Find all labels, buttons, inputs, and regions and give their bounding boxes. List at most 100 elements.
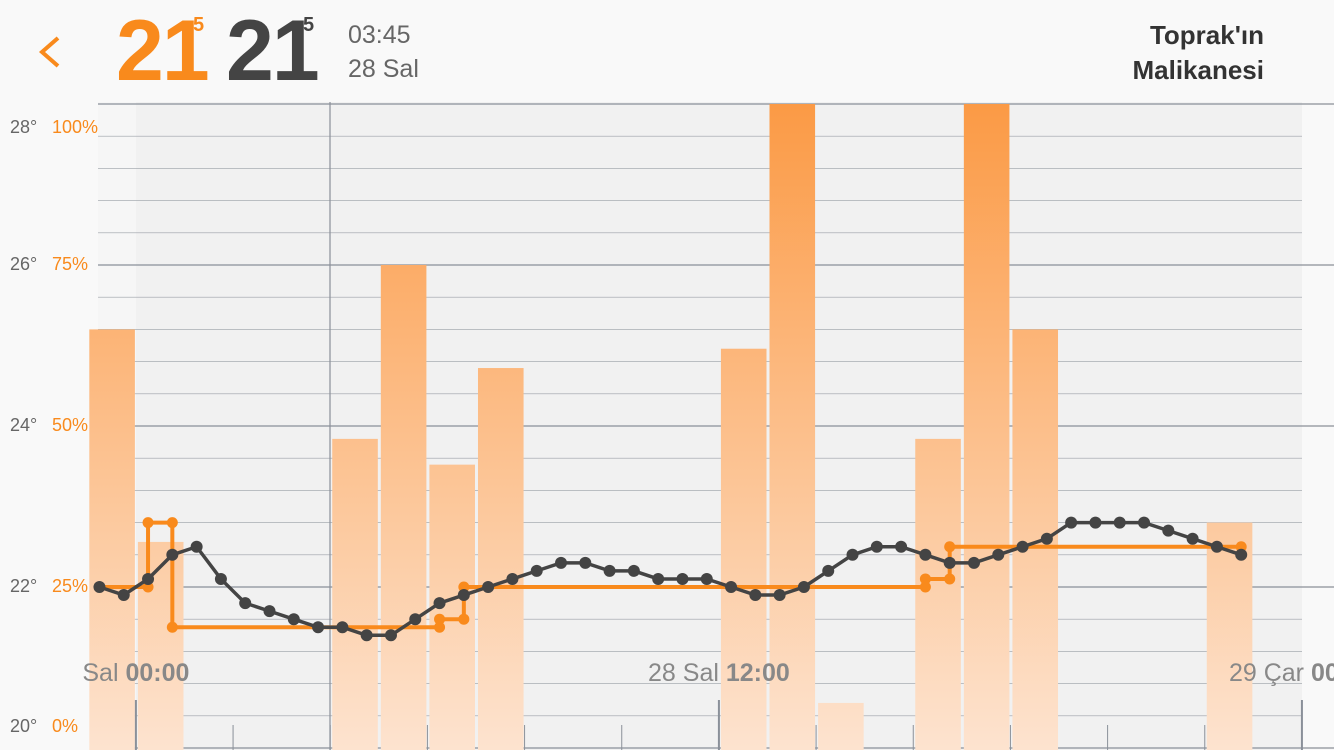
- temperature-point: [457, 589, 470, 602]
- setpoint-point: [944, 541, 956, 553]
- y2-tick-label: 25%: [52, 576, 88, 596]
- x-tick-label: Sal 00:00: [82, 659, 189, 687]
- setpoint-point: [919, 581, 931, 593]
- temperature-point: [797, 581, 810, 593]
- temperature-point: [482, 581, 495, 593]
- temperature-point: [117, 589, 130, 602]
- temperature-point: [1186, 532, 1199, 545]
- y-tick-label: 20°: [10, 716, 37, 736]
- x-tick-label: 29 Çar 00:00: [1229, 659, 1334, 687]
- temperature-point: [1040, 532, 1053, 545]
- x-tick-date: 28 Sal: [648, 659, 726, 687]
- temperature-point: [652, 572, 665, 585]
- temperature-point: [142, 572, 155, 585]
- current-temp-fraction: 5: [193, 14, 205, 36]
- temperature-point: [1162, 524, 1175, 537]
- setpoint-point: [458, 613, 470, 625]
- temperature-point: [579, 556, 592, 569]
- humidity-bar: [137, 541, 184, 750]
- y2-tick-label: 75%: [52, 254, 88, 274]
- temperature-point: [433, 597, 446, 610]
- temperature-point: [360, 629, 373, 642]
- y-tick-label: 28°: [10, 117, 37, 137]
- temperature-point: [214, 572, 227, 585]
- temperature-point: [336, 621, 349, 634]
- temperature-point: [1065, 516, 1078, 529]
- target-temp: 21: [226, 3, 320, 99]
- setpoint-point: [434, 621, 446, 633]
- temperature-point: [676, 572, 689, 585]
- temperature-point: [627, 564, 640, 577]
- temperature-point: [312, 621, 325, 634]
- date: 28 Sal: [348, 55, 419, 83]
- setpoint-point: [142, 517, 154, 529]
- temperature-point: [967, 556, 980, 569]
- temperature-point: [992, 548, 1005, 561]
- temperature-point: [725, 581, 738, 593]
- humidity-bar: [380, 265, 427, 750]
- temperature-point: [166, 548, 179, 561]
- setpoint-point: [434, 613, 446, 625]
- y-tick-label: 22°: [10, 576, 37, 596]
- current-temp: 21: [116, 3, 210, 99]
- humidity-bar: [332, 438, 378, 750]
- temperature-point: [1113, 516, 1126, 529]
- temperature-point: [384, 629, 397, 642]
- y-tick-label: 24°: [10, 415, 37, 435]
- temperature-point: [409, 613, 422, 626]
- temperature-point: [943, 556, 956, 569]
- humidity-bar: [769, 104, 816, 750]
- temperature-point: [919, 548, 932, 561]
- temperature-point: [1210, 540, 1223, 553]
- temperature-point: [1089, 516, 1102, 529]
- x-tick-time: 12:00: [726, 659, 790, 687]
- temperature-point: [846, 548, 859, 561]
- setpoint-point: [166, 621, 178, 633]
- setpoint-point: [919, 573, 931, 585]
- humidity-bar: [915, 438, 961, 750]
- setpoint-point: [944, 573, 956, 585]
- temperature-point: [895, 540, 908, 553]
- setpoint-point: [166, 517, 178, 529]
- x-tick-date: Sal: [82, 659, 125, 687]
- temperature-point: [1138, 516, 1151, 529]
- temperature-point: [530, 564, 543, 577]
- temperature-point: [1235, 548, 1248, 561]
- temperature-point: [263, 605, 276, 618]
- temperature-point: [749, 589, 762, 602]
- humidity-bar: [477, 368, 524, 750]
- temperature-point: [773, 589, 786, 602]
- humidity-bar: [963, 104, 1010, 750]
- time: 03:45: [348, 21, 411, 49]
- temperature-point: [93, 581, 106, 593]
- temperature-point: [870, 540, 883, 553]
- title: Toprak'ın: [1149, 20, 1264, 50]
- temperature-point: [1016, 540, 1029, 553]
- temperature-point: [506, 572, 519, 585]
- humidity-bar: [818, 702, 864, 750]
- y-tick-label: 26°: [10, 254, 37, 274]
- x-tick-date: 29 Çar: [1229, 659, 1311, 687]
- temperature-point: [700, 572, 713, 585]
- x-tick-time: 00:00: [125, 659, 189, 687]
- humidity-bar: [1206, 522, 1253, 750]
- temperature-point: [287, 613, 300, 626]
- temperature-point: [239, 597, 252, 610]
- title: Malikanesi: [1132, 55, 1264, 85]
- x-tick-label: 28 Sal 12:00: [648, 659, 790, 687]
- temperature-point: [190, 540, 203, 553]
- x-tick-time: 00:00: [1311, 659, 1334, 687]
- y2-tick-label: 50%: [52, 415, 88, 435]
- humidity-bar: [89, 329, 135, 750]
- target-temp-fraction: 5: [303, 14, 315, 36]
- temperature-point: [603, 564, 616, 577]
- back-button[interactable]: [0, 0, 70, 102]
- y2-tick-label: 0%: [52, 716, 78, 736]
- humidity-bar: [720, 348, 767, 750]
- temperature-point: [822, 564, 835, 577]
- header: 21 5 21 5 03:45 28 Sal Toprak'ın Malikan…: [0, 0, 1334, 102]
- temperature-point: [555, 556, 568, 569]
- y2-tick-label: 100%: [52, 117, 98, 137]
